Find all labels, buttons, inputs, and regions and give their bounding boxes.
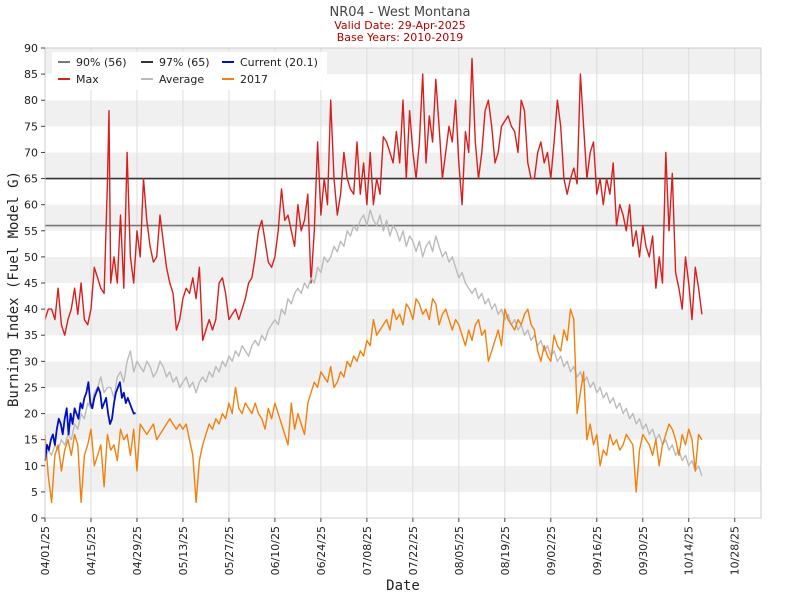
x-tick-label: 07/08/25 bbox=[361, 526, 374, 575]
x-axis-label: Date bbox=[386, 578, 420, 594]
grid-band bbox=[45, 361, 761, 388]
y-tick-label: 45 bbox=[24, 277, 38, 290]
y-axis-ticks: 0 5 10 15 20 25 30 35 40 45 50 55 60 65 70 75 80 85 90 bbox=[24, 42, 45, 525]
chart-title: NR04 - West Montana bbox=[329, 5, 470, 20]
vertical-gridlines bbox=[44, 48, 736, 518]
x-tick-label: 09/02/25 bbox=[545, 526, 558, 575]
x-tick-label: 05/13/25 bbox=[177, 526, 190, 575]
plot-background-bands bbox=[45, 48, 761, 518]
x-tick-label: 04/29/25 bbox=[131, 526, 144, 575]
grid-band bbox=[45, 256, 761, 283]
y-tick-label: 35 bbox=[24, 329, 38, 342]
grid-band bbox=[45, 178, 761, 205]
x-tick-label: 09/30/25 bbox=[637, 526, 650, 575]
x-tick-label: 08/05/25 bbox=[453, 526, 466, 575]
series-line bbox=[44, 298, 703, 503]
legend-label: Current (20.1) bbox=[240, 56, 318, 69]
x-tick-label: 06/24/25 bbox=[315, 526, 328, 575]
series-lines bbox=[44, 57, 703, 503]
x-tick-label: 07/22/25 bbox=[407, 526, 420, 575]
x-axis-ticks: 04/01/25 04/15/25 04/29/25 05/13/25 05/27/25… bbox=[39, 518, 742, 575]
x-tick-label: 05/27/25 bbox=[223, 526, 236, 575]
legend-box bbox=[52, 52, 327, 90]
y-tick-label: 65 bbox=[24, 173, 38, 186]
y-tick-label: 20 bbox=[24, 408, 38, 421]
series-line bbox=[44, 57, 703, 342]
x-tick-label: 04/15/25 bbox=[85, 526, 98, 575]
y-tick-label: 40 bbox=[24, 303, 38, 316]
y-tick-label: 60 bbox=[24, 199, 38, 212]
series-line bbox=[44, 209, 703, 477]
grid-band bbox=[45, 439, 761, 466]
y-tick-label: 25 bbox=[24, 381, 38, 394]
grid-band bbox=[45, 387, 761, 414]
y-tick-label: 15 bbox=[24, 434, 38, 447]
y-tick-label: 10 bbox=[24, 460, 38, 473]
y-tick-label: 75 bbox=[24, 120, 38, 133]
x-tick-label: 09/16/25 bbox=[591, 526, 604, 575]
y-tick-label: 85 bbox=[24, 68, 38, 81]
grid-band bbox=[45, 204, 761, 231]
grid-band bbox=[45, 283, 761, 310]
y-tick-label: 55 bbox=[24, 225, 38, 238]
legend-label: 97% (65) bbox=[159, 56, 210, 69]
grid-band bbox=[45, 126, 761, 153]
legend-label: 2017 bbox=[240, 73, 268, 86]
chart-base-years: Base Years: 2010-2019 bbox=[337, 31, 463, 44]
y-tick-label: 70 bbox=[24, 146, 38, 159]
y-tick-label: 30 bbox=[24, 355, 38, 368]
reference-lines bbox=[45, 177, 761, 227]
y-tick-label: 80 bbox=[24, 94, 38, 107]
series-line bbox=[44, 381, 136, 461]
grid-band bbox=[45, 491, 761, 518]
x-tick-label: 04/01/25 bbox=[39, 526, 52, 575]
chart-valid-date: Valid Date: 29-Apr-2025 bbox=[334, 19, 466, 32]
x-tick-label: 08/19/25 bbox=[499, 526, 512, 575]
grid-band bbox=[45, 152, 761, 179]
y-tick-label: 5 bbox=[31, 486, 38, 499]
x-tick-label: 10/28/25 bbox=[729, 526, 742, 575]
grid-band bbox=[45, 465, 761, 492]
legend-label: 90% (56) bbox=[76, 56, 127, 69]
y-axis-label: Burning Index (Fuel Model G) bbox=[6, 171, 22, 407]
y-tick-label: 90 bbox=[24, 42, 38, 55]
legend: 90% (56) 97% (65) Current (20.1) Max Average… bbox=[52, 52, 327, 90]
y-tick-label: 0 bbox=[31, 512, 38, 525]
x-tick-label: 06/10/25 bbox=[269, 526, 282, 575]
grid-band bbox=[45, 335, 761, 362]
legend-label: Max bbox=[76, 73, 99, 86]
legend-label: Average bbox=[159, 73, 204, 86]
x-tick-label: 10/14/25 bbox=[683, 526, 696, 575]
y-tick-label: 50 bbox=[24, 251, 38, 264]
